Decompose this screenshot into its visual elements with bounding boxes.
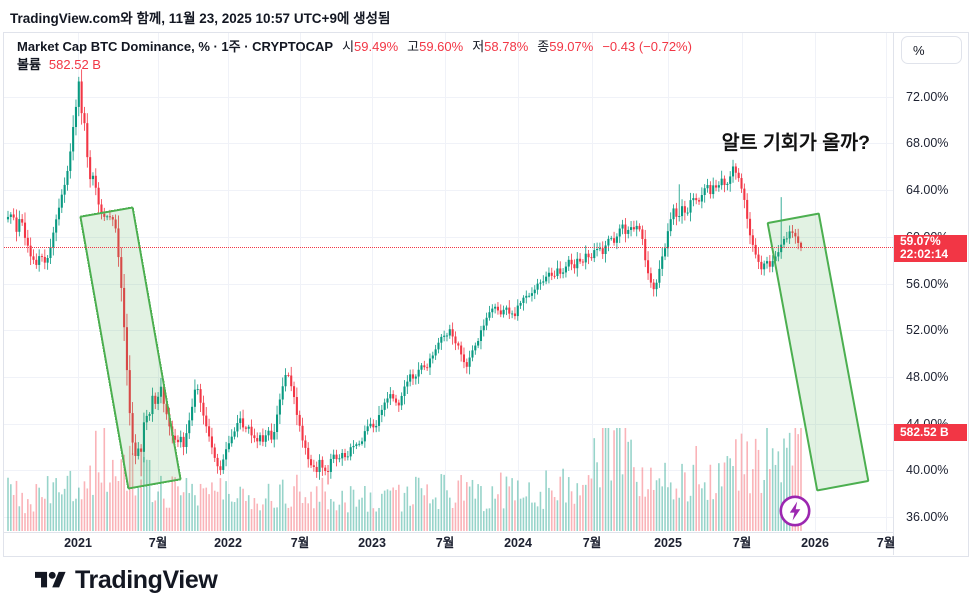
price-axis[interactable]	[893, 33, 969, 555]
time-tick-label: 7월	[290, 536, 310, 550]
volume-badge-value: 582.52 B	[900, 425, 949, 439]
volume-value: 582.52 B	[48, 57, 101, 72]
time-tick-label: 7월	[732, 536, 752, 550]
time-tick-label: 2021	[64, 536, 92, 550]
price-tick-label: 64.00%	[906, 183, 949, 198]
ohlc-open-value: 59.49%	[354, 39, 399, 54]
legend-row-volume: 볼륨 582.52 B	[17, 56, 692, 74]
time-axis[interactable]	[4, 532, 968, 556]
ohlc-low-value: 58.78%	[484, 39, 529, 54]
legend-row-symbol: Market Cap BTC Dominance, % · 1주 · CRYPT…	[17, 38, 692, 56]
ohlc-open-key: 시	[342, 39, 355, 54]
time-tick-label: 2025	[654, 536, 682, 550]
last-price-badge[interactable]: 59.07% 22:02:14	[894, 233, 967, 262]
price-tick-label: 72.00%	[906, 89, 949, 104]
symbol-title[interactable]: Market Cap BTC Dominance, % · 1주 · CRYPT…	[17, 39, 334, 54]
price-tick-label: 48.00%	[906, 370, 949, 385]
price-tick-label: 68.00%	[906, 136, 949, 151]
change-value: −0.43 (−0.72%)	[602, 39, 692, 54]
symbol-legend[interactable]: Market Cap BTC Dominance, % · 1주 · CRYPT…	[17, 38, 692, 74]
ohlc-high-value: 59.60%	[419, 39, 464, 54]
price-tick-label: 40.00%	[906, 463, 949, 478]
tradingview-logo-mark	[35, 571, 66, 588]
ohlc-close-value: 59.07%	[549, 39, 594, 54]
time-tick-label: 7월	[876, 536, 896, 550]
time-tick-label: 7월	[148, 536, 168, 550]
ohlc-close-key: 종	[537, 39, 550, 54]
tradingview-logo[interactable]: TradingView	[35, 566, 218, 595]
ohlc-low-key: 저	[472, 39, 485, 54]
price-tick-label: 56.00%	[906, 276, 949, 291]
time-tick-label: 2026	[801, 536, 829, 550]
time-tick-label: 2024	[504, 536, 532, 550]
time-tick-label: 7월	[582, 536, 602, 550]
percent-scale-button[interactable]: %	[901, 36, 962, 64]
time-tick-label: 7월	[435, 536, 455, 550]
percent-scale-label: %	[913, 42, 925, 58]
tradingview-logo-text: TradingView	[75, 566, 218, 594]
volume-label[interactable]: 볼륨	[17, 57, 41, 72]
volume-value-badge[interactable]: 582.52 B	[894, 424, 967, 441]
time-tick-label: 2022	[214, 536, 242, 550]
bar-countdown: 22:02:14	[900, 247, 949, 262]
price-tick-label: 36.00%	[906, 510, 949, 525]
chart-text-annotation[interactable]: 알트 기회가 올까?	[721, 132, 870, 154]
flash-lightning-icon[interactable]	[778, 494, 812, 533]
ohlc-high-key: 고	[407, 39, 420, 54]
last-price-dotted-line	[4, 246, 893, 248]
price-tick-label: 52.00%	[906, 323, 949, 338]
last-price-value: 59.07%	[900, 233, 941, 248]
time-tick-label: 2023	[358, 536, 386, 550]
